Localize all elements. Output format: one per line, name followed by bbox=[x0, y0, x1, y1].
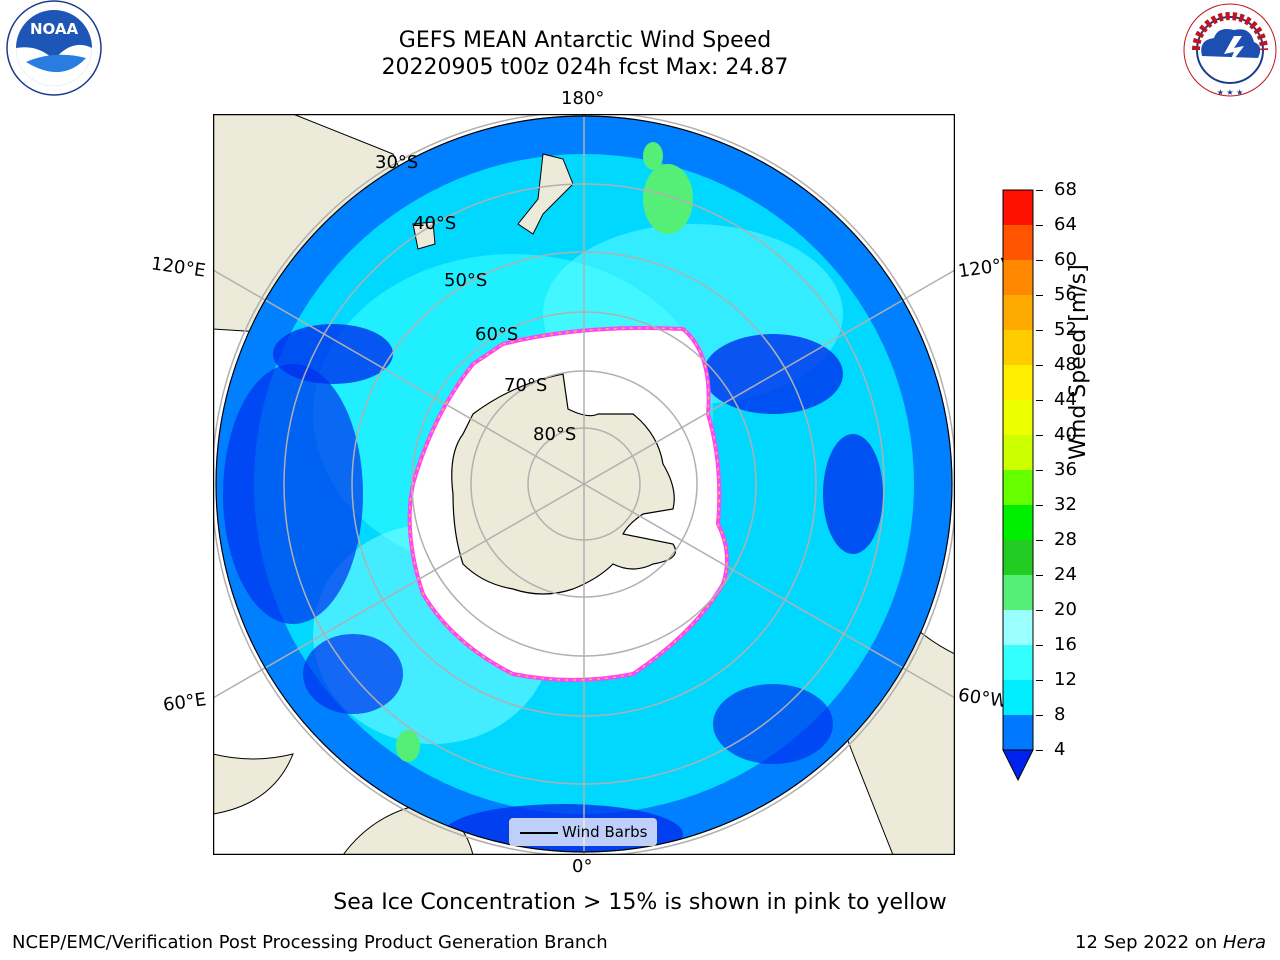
polar-map[interactable] bbox=[213, 114, 955, 855]
colorbar-label: Wind Speed [m/s] bbox=[1066, 264, 1091, 460]
colorbar-tick-label: 36 bbox=[1054, 459, 1077, 480]
lat-label-70s: 70°S bbox=[504, 375, 548, 396]
colorbar-segment bbox=[1003, 645, 1033, 680]
colorbar-tick-mark bbox=[1036, 750, 1043, 751]
colorbar-tick-label: 28 bbox=[1054, 529, 1077, 550]
map-subtitle: 20220905 t00z 024h fcst Max: 24.87 bbox=[381, 55, 789, 80]
footer-host: Hera bbox=[1222, 932, 1266, 953]
sea-ice-caption: Sea Ice Concentration > 15% is shown in … bbox=[333, 890, 947, 915]
lat-label-40s: 40°S bbox=[413, 213, 457, 234]
colorbar-tick-mark bbox=[1036, 365, 1043, 366]
colorbar-tick-mark bbox=[1036, 330, 1043, 331]
colorbar-tick-label: 48 bbox=[1054, 354, 1077, 375]
colorbar-segment bbox=[1003, 365, 1033, 400]
colorbar-tick-mark bbox=[1036, 190, 1043, 191]
colorbar-segment bbox=[1003, 505, 1033, 540]
footer-date: 12 Sep 2022 on Hera bbox=[1075, 932, 1266, 953]
colorbar-tick-label: 52 bbox=[1054, 319, 1077, 340]
lon-label-180: 180° bbox=[561, 88, 605, 109]
colorbar-segment bbox=[1003, 400, 1033, 435]
colorbar-tick-mark bbox=[1036, 470, 1043, 471]
colorbar-segment bbox=[1003, 575, 1033, 610]
colorbar-segment bbox=[1003, 470, 1033, 505]
colorbar-tick-mark bbox=[1036, 400, 1043, 401]
footer-date-text: 12 Sep 2022 on bbox=[1075, 932, 1223, 953]
colorbar-tick-mark bbox=[1036, 225, 1043, 226]
colorbar-tick-mark bbox=[1036, 715, 1043, 716]
colorbar-tick-label: 20 bbox=[1054, 599, 1077, 620]
colorbar-segment bbox=[1003, 610, 1033, 645]
lat-label-80s: 80°S bbox=[533, 424, 577, 445]
footer-branch: NCEP/EMC/Verification Post Processing Pr… bbox=[12, 932, 608, 953]
colorbar-segment bbox=[1003, 435, 1033, 470]
colorbar-tick-mark bbox=[1036, 295, 1043, 296]
colorbar-tick-label: 16 bbox=[1054, 634, 1077, 655]
nws-logo: ★ ★ ★ bbox=[1183, 3, 1277, 97]
colorbar-segment bbox=[1003, 295, 1033, 330]
colorbar-tick-label: 32 bbox=[1054, 494, 1077, 515]
colorbar-segment bbox=[1003, 680, 1033, 715]
colorbar-tick-label: 4 bbox=[1054, 739, 1066, 760]
colorbar-tick-label: 68 bbox=[1054, 179, 1077, 200]
colorbar-tick-mark bbox=[1036, 435, 1043, 436]
colorbar-tick-label: 8 bbox=[1054, 704, 1066, 725]
colorbar-under-triangle bbox=[1002, 749, 1034, 782]
graticule bbox=[213, 114, 955, 855]
lat-label-50s: 50°S bbox=[444, 270, 488, 291]
colorbar-tick-label: 12 bbox=[1054, 669, 1077, 690]
noaa-text: NOAA bbox=[30, 20, 79, 38]
colorbar-segment bbox=[1003, 715, 1033, 750]
colorbar-tick-label: 40 bbox=[1054, 424, 1077, 445]
colorbar-tick-mark bbox=[1036, 505, 1043, 506]
colorbar-tick-label: 56 bbox=[1054, 284, 1077, 305]
wind-speed-colorbar bbox=[1002, 189, 1034, 782]
antarctica-land bbox=[451, 373, 677, 595]
lon-label-120e: 120°E bbox=[149, 253, 207, 282]
colorbar-tick-label: 44 bbox=[1054, 389, 1077, 410]
lon-label-0: 0° bbox=[572, 856, 593, 877]
colorbar-tick-mark bbox=[1036, 645, 1043, 646]
lat-label-60s: 60°S bbox=[475, 324, 519, 345]
colorbar-tick-label: 64 bbox=[1054, 214, 1077, 235]
colorbar-tick-mark bbox=[1036, 680, 1043, 681]
lat-label-30s: 30°S bbox=[375, 152, 419, 173]
colorbar-tick-label: 60 bbox=[1054, 249, 1077, 270]
colorbar-segment bbox=[1003, 225, 1033, 260]
wind-barbs-legend-label: Wind Barbs bbox=[562, 823, 648, 841]
noaa-logo: NOAA bbox=[6, 0, 102, 96]
madagascar-land bbox=[213, 753, 294, 815]
colorbar-segment bbox=[1003, 330, 1033, 365]
colorbar-tick-mark bbox=[1036, 260, 1043, 261]
colorbar-segment bbox=[1003, 260, 1033, 295]
colorbar-tick-label: 24 bbox=[1054, 564, 1077, 585]
svg-text:★ ★ ★: ★ ★ ★ bbox=[1217, 88, 1244, 97]
new-zealand-land bbox=[517, 153, 574, 235]
colorbar-tick-mark bbox=[1036, 575, 1043, 576]
colorbar-segment bbox=[1003, 540, 1033, 575]
colorbar-tick-mark bbox=[1036, 540, 1043, 541]
map-title: GEFS MEAN Antarctic Wind Speed bbox=[398, 28, 772, 53]
wind-barb-legend-line bbox=[520, 832, 558, 834]
colorbar-segment bbox=[1003, 190, 1033, 225]
wind-barbs-legend: Wind Barbs bbox=[509, 818, 657, 846]
colorbar-tick-mark bbox=[1036, 610, 1043, 611]
lon-label-60e: 60°E bbox=[161, 689, 208, 716]
